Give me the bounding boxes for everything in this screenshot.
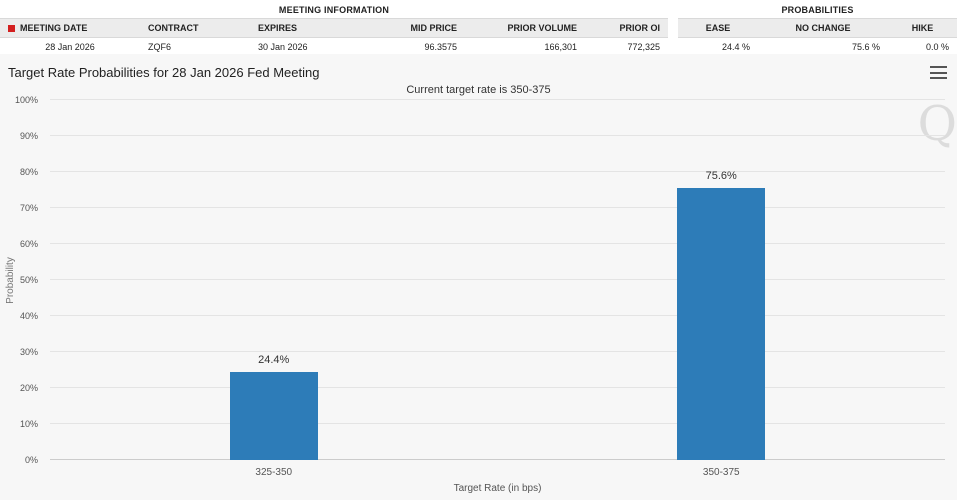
probabilities-header-row: EASE NO CHANGE HIKE [678, 18, 957, 38]
prior-oi-value: 772,325 [627, 42, 660, 52]
chart-title: Target Rate Probabilities for 28 Jan 202… [8, 65, 320, 80]
meeting-information-table: MEETING INFORMATION MEETING DATE CONTRAC… [0, 0, 668, 57]
red-marker-icon [8, 25, 15, 32]
column-header-prior-oi: PRIOR OI [619, 23, 660, 33]
y-tick-label: 40% [19, 311, 38, 321]
x-axis-title: Target Rate (in bps) [453, 483, 542, 494]
meeting-information-title: MEETING INFORMATION [278, 5, 390, 15]
gridline [50, 351, 945, 352]
column-header-expires: EXPIRES [258, 23, 298, 33]
bar-value-label: 75.6% [705, 169, 737, 182]
column-header-hike: HIKE [911, 23, 934, 33]
gridline [50, 279, 945, 280]
column-header-meeting-date: MEETING DATE [0, 19, 140, 37]
bar-325-350[interactable] [229, 372, 318, 460]
gridline [50, 243, 945, 244]
gridline [50, 315, 945, 316]
gridline [50, 207, 945, 208]
plot-area: 24.4% 325-350 75.6% 350-375 [50, 99, 945, 478]
info-bar: MEETING INFORMATION MEETING DATE CONTRAC… [0, 0, 957, 57]
y-tick-label: 80% [19, 167, 38, 177]
column-header-contract: CONTRACT [148, 23, 199, 33]
x-tick-label: 350-375 [702, 467, 740, 478]
column-header-ease: EASE [705, 23, 731, 33]
expires-value: 30 Jan 2026 [258, 42, 308, 52]
gridline [50, 135, 945, 136]
no-change-value: 75.6 % [851, 42, 880, 52]
y-tick-label: 10% [19, 419, 38, 429]
y-axis: 0% 10% 20% 30% 40% 50% 60% 70% 80% 90% 100% [0, 95, 44, 465]
gridline [50, 387, 945, 388]
chart-subtitle: Current target rate is 350-375 [406, 84, 551, 96]
x-tick-label: 325-350 [255, 467, 293, 478]
column-header-prior-volume: PRIOR VOLUME [507, 23, 577, 33]
mid-price-value: 96.3575 [424, 42, 457, 52]
bar-value-label: 24.4% [258, 354, 290, 367]
gridline [50, 99, 945, 100]
contract-value: ZQF6 [148, 42, 172, 52]
fedwatch-chart: Target Rate Probabilities for 28 Jan 202… [0, 54, 957, 500]
hike-value: 0.0 % [925, 42, 949, 52]
y-axis-title: Probability [4, 256, 16, 304]
prior-volume-value: 166,301 [544, 42, 577, 52]
chart-header: Target Rate Probabilities for 28 Jan 202… [0, 54, 957, 82]
probabilities-table: PROBABILITIES EASE NO CHANGE HIKE 24.4 %… [678, 0, 957, 57]
y-tick-label: 50% [19, 275, 38, 285]
ease-value: 24.4 % [721, 42, 750, 52]
chart-menu-icon[interactable] [930, 66, 947, 79]
gridline [50, 171, 945, 172]
probabilities-title: PROBABILITIES [781, 5, 854, 15]
bar-350-375[interactable] [677, 187, 766, 460]
meeting-information-header-row: MEETING DATE CONTRACT EXPIRES MID PRICE … [0, 18, 668, 38]
y-tick-label: 90% [19, 131, 38, 141]
y-tick-label: 60% [19, 239, 38, 249]
y-tick-label: 100% [14, 95, 38, 105]
meeting-date-value: 28 Jan 2026 [45, 42, 95, 52]
y-tick-label: 30% [19, 347, 38, 357]
gridline [50, 423, 945, 424]
y-tick-label: 70% [19, 203, 38, 213]
y-tick-label: 0% [24, 455, 38, 465]
column-header-no-change: NO CHANGE [795, 23, 851, 33]
column-header-mid-price: MID PRICE [410, 23, 457, 33]
gridline [50, 459, 945, 460]
y-tick-label: 20% [19, 383, 38, 393]
quikstrike-watermark-icon: Q [917, 96, 957, 152]
